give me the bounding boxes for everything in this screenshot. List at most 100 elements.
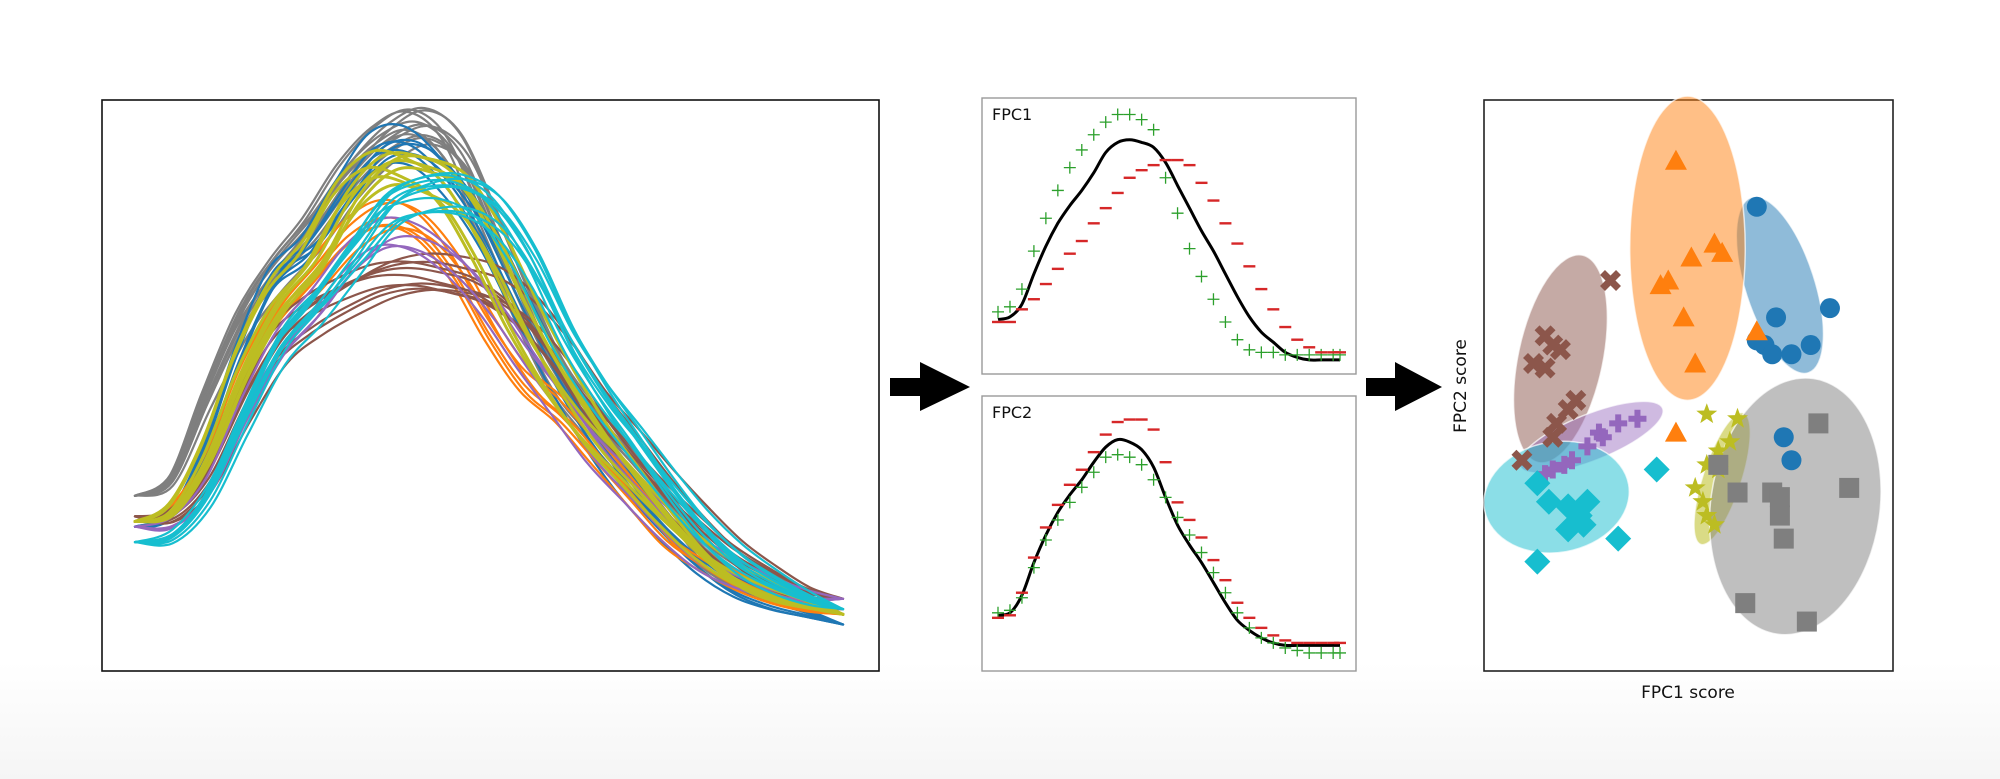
marker-circle — [1746, 196, 1767, 217]
cluster-ellipse-blue-circles — [1735, 196, 1825, 375]
plus-marker — [1087, 128, 1100, 141]
marker-square — [1796, 611, 1817, 632]
marker-circle — [1762, 344, 1783, 365]
marker-circle — [1781, 450, 1802, 471]
plus-marker — [1171, 207, 1184, 220]
plus-marker — [1219, 315, 1232, 328]
plus-marker — [1334, 646, 1346, 659]
marker-x — [1549, 339, 1571, 361]
marker-circle — [1819, 298, 1840, 319]
plus-marker — [1279, 348, 1292, 361]
marker-plus — [1578, 437, 1597, 456]
plus-marker — [1207, 293, 1220, 306]
plus-marker — [1255, 346, 1268, 359]
scatter-plot — [1483, 95, 1882, 636]
plus-marker — [1147, 473, 1160, 486]
marker-square — [1808, 413, 1829, 434]
x-axis-label: FPC1 score — [1641, 683, 1735, 703]
marker-square — [1839, 477, 1860, 498]
marker-x — [1542, 426, 1564, 448]
marker-diamond — [1524, 548, 1551, 575]
marker-square — [1769, 487, 1790, 508]
marker-diamond — [1524, 470, 1551, 497]
marker-star — [1696, 453, 1718, 474]
plus-marker — [1207, 566, 1220, 579]
marker-diamond — [1535, 488, 1562, 515]
plus-marker — [1099, 451, 1112, 464]
plus-marker — [1111, 108, 1124, 121]
marker-diamond — [1605, 525, 1632, 552]
y-axis-label: FPC2 score — [1451, 339, 1471, 433]
marker-square — [1769, 505, 1790, 526]
marker-star — [1684, 476, 1706, 497]
mean-curve — [997, 437, 1340, 648]
plus-marker — [1003, 300, 1016, 313]
arrow-right-icon — [890, 362, 970, 411]
plus-marker — [1231, 333, 1244, 346]
plus-marker — [1099, 116, 1112, 129]
curves-lines — [133, 106, 845, 626]
marker-triangle — [1672, 306, 1695, 327]
marker-star — [1696, 504, 1718, 525]
plus-marker — [1279, 641, 1292, 654]
plus-marker — [1135, 458, 1148, 471]
marker-circle — [1781, 344, 1802, 365]
plus-marker — [1303, 348, 1316, 361]
marker-x — [1534, 357, 1556, 379]
marker-square — [1735, 593, 1756, 614]
plus-marker — [1171, 511, 1184, 524]
plus-marker — [1195, 546, 1208, 559]
marker-circle — [1773, 427, 1794, 448]
plus-marker — [1315, 646, 1328, 659]
marker-star — [1692, 490, 1714, 511]
plus-marker — [1315, 348, 1328, 361]
plus-marker — [1255, 631, 1268, 644]
marker-star — [1727, 407, 1748, 428]
plus-marker — [1243, 343, 1256, 356]
plus-marker — [1135, 113, 1148, 126]
marker-x — [1511, 449, 1533, 471]
plus-marker — [1027, 245, 1040, 258]
marker-star — [1696, 403, 1718, 424]
plus-marker — [1231, 606, 1244, 619]
plus-marker — [1219, 586, 1232, 599]
marker-circle — [1766, 307, 1787, 328]
plus-marker — [1159, 491, 1172, 504]
marker-x — [1546, 412, 1568, 434]
fpc2-panel: FPC2 — [981, 395, 1357, 672]
plus-marker — [1051, 513, 1064, 526]
marker-plus — [1593, 428, 1612, 447]
plus-marker — [1051, 184, 1064, 197]
marker-square — [1773, 528, 1794, 549]
fpc2-title: FPC2 — [992, 403, 1032, 422]
marker-triangle — [1684, 352, 1707, 373]
marker-triangle — [1664, 149, 1687, 170]
plus-marker — [1075, 481, 1088, 494]
plus-marker — [1111, 448, 1124, 461]
cluster-ellipse-orange-triangles — [1629, 95, 1746, 402]
marker-triangle — [1745, 320, 1768, 341]
plus-marker — [1039, 212, 1052, 225]
marker-triangle — [1680, 246, 1703, 267]
plus-marker — [1267, 346, 1280, 359]
fpc1-title: FPC1 — [992, 105, 1032, 124]
plus-marker — [1159, 171, 1172, 184]
marker-triangle — [1711, 241, 1734, 262]
plus-marker — [1015, 283, 1028, 296]
arrow-right-icon — [1366, 362, 1442, 411]
mean-curve — [997, 138, 1340, 362]
plus-marker — [1195, 270, 1208, 283]
marker-circle — [1800, 335, 1821, 356]
scatter-panel: FPC1 score FPC2 score — [1451, 95, 1894, 703]
plus-marker — [1183, 242, 1196, 255]
plus-marker — [992, 305, 1004, 318]
marker-square — [1727, 482, 1748, 503]
marker-star — [1707, 440, 1729, 460]
plus-marker — [1303, 646, 1316, 659]
curves-panel — [101, 99, 880, 672]
fpc2-plot — [992, 418, 1346, 659]
marker-star — [1704, 513, 1725, 534]
fpc1-panel-frame — [981, 97, 1357, 375]
fpc1-plot — [992, 108, 1346, 362]
